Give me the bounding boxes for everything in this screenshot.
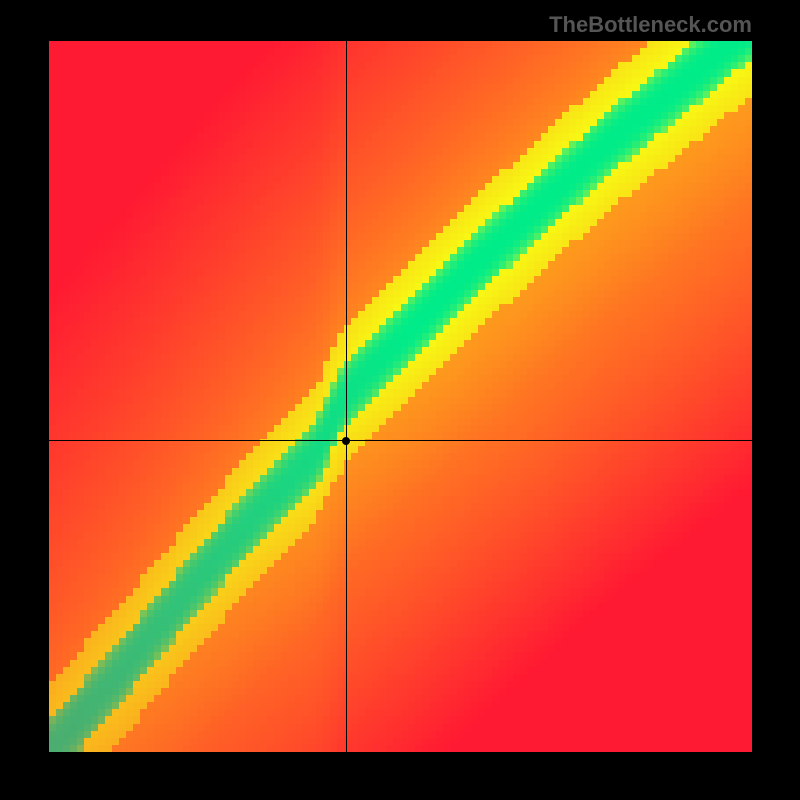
crosshair-marker — [342, 437, 350, 445]
chart-container: TheBottleneck.com — [0, 0, 800, 800]
crosshair-horizontal — [49, 440, 752, 441]
bottleneck-heatmap — [49, 41, 752, 752]
watermark-text: TheBottleneck.com — [549, 12, 752, 38]
crosshair-vertical — [346, 41, 347, 752]
